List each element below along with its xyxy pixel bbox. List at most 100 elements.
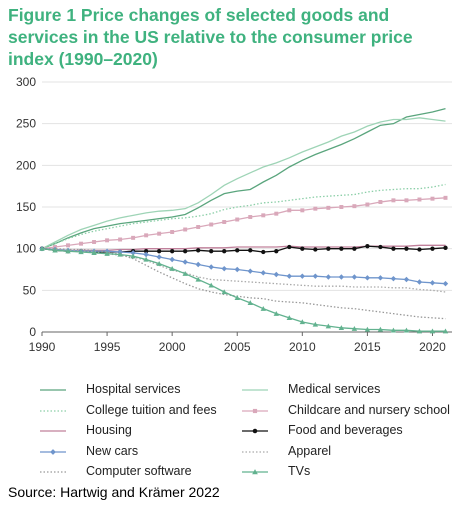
legend-item-computer-software: Computer software: [38, 464, 258, 480]
data-point: [351, 325, 358, 331]
data-point: [390, 275, 397, 282]
legend-label: Food and beverages: [288, 423, 403, 437]
data-point: [92, 240, 97, 244]
data-point: [416, 328, 423, 334]
y-tick-label: 300: [16, 75, 36, 89]
data-point: [183, 249, 188, 254]
data-point: [260, 270, 266, 276]
legend-item-college-tuition-and-fees: College tuition and fees: [38, 403, 258, 419]
legend-label: Computer software: [86, 464, 192, 478]
legend-item-food-and-beverages: Food and beverages: [240, 423, 460, 439]
data-point: [130, 253, 136, 259]
data-point: [221, 265, 227, 272]
data-point: [247, 300, 253, 305]
data-point: [326, 246, 331, 251]
series-medical-services: [41, 117, 446, 250]
data-point: [130, 250, 136, 256]
data-point: [208, 282, 214, 288]
data-point: [222, 249, 227, 254]
y-tick-label: 0: [29, 325, 36, 339]
data-point: [352, 246, 357, 251]
data-point: [247, 268, 253, 274]
data-point: [417, 197, 422, 202]
data-point: [131, 235, 136, 240]
data-point: [260, 305, 266, 311]
x-tick-labels: 1990 1995 2000 2005 2010 2015 2020: [29, 332, 446, 354]
series-hospital-services: [41, 108, 446, 250]
data-point: [377, 275, 384, 281]
data-point: [156, 260, 162, 266]
data-point: [404, 198, 409, 203]
data-point: [117, 251, 123, 257]
legend-item-hospital-services: Hospital services: [38, 382, 258, 398]
legend-marker: [252, 428, 258, 434]
series-line: [41, 108, 446, 250]
legend-marker: [252, 469, 258, 475]
legend-item-apparel: Apparel: [240, 444, 460, 460]
legend-marker: [50, 448, 56, 455]
data-point: [286, 315, 293, 320]
data-point: [52, 247, 58, 253]
data-point: [390, 327, 397, 333]
data-point: [91, 250, 97, 255]
data-point: [312, 321, 319, 327]
data-point: [208, 264, 214, 270]
legend-swatch: [242, 450, 268, 453]
legend-label: Hospital services: [86, 382, 181, 396]
data-point: [235, 248, 240, 253]
data-point: [325, 323, 332, 329]
data-point: [429, 280, 436, 286]
data-point: [273, 271, 279, 278]
data-point: [430, 196, 435, 201]
legend-swatch: [242, 389, 268, 391]
line-chart: 0 50 100 150 200 250 300 1990 1995 2000 2005 2010 2…: [16, 75, 452, 354]
legend-swatch: [40, 430, 66, 432]
data-point: [378, 200, 383, 204]
series-computer-software: [42, 248, 446, 320]
legend-item-housing: Housing: [38, 423, 258, 439]
source-note: Source: Hartwig and Krämer 2022: [8, 484, 220, 500]
y-tick-label: 250: [16, 117, 36, 131]
x-tick-label: 2015: [354, 340, 381, 354]
data-point: [312, 273, 319, 279]
data-point: [156, 249, 162, 254]
data-point: [326, 205, 331, 210]
legend-item-tvs: TVs: [240, 464, 460, 480]
data-point: [221, 289, 227, 295]
legend-swatch: [40, 471, 66, 473]
data-point: [78, 249, 84, 255]
data-point: [235, 217, 240, 222]
legend-item-new-cars: New cars: [38, 444, 258, 460]
x-tick-label: 2000: [159, 340, 186, 354]
data-point: [339, 246, 344, 251]
data-point: [157, 231, 162, 236]
series-line: [41, 117, 446, 250]
data-point: [339, 205, 344, 209]
legend-swatch: [40, 389, 66, 391]
data-point: [261, 249, 266, 255]
data-point: [352, 204, 357, 209]
data-point: [196, 225, 201, 229]
legend-label: New cars: [86, 443, 139, 458]
legend-marker: [252, 408, 258, 413]
data-point: [364, 326, 371, 332]
data-point: [417, 247, 422, 252]
data-point: [182, 270, 188, 276]
data-point: [183, 227, 188, 232]
data-point: [248, 215, 253, 219]
data-point: [169, 249, 175, 254]
legend-item-childcare-and-nursery-school: Childcare and nursery school: [240, 403, 460, 419]
data-point: [209, 222, 214, 227]
series-college-tuition-and-fees: [41, 183, 446, 250]
data-point: [325, 274, 332, 280]
data-point: [209, 249, 214, 254]
data-point: [195, 261, 201, 268]
data-point: [79, 241, 84, 246]
data-point: [403, 327, 410, 333]
data-point: [234, 295, 240, 300]
data-point: [248, 248, 253, 253]
data-point: [365, 244, 370, 249]
data-point: [118, 237, 123, 242]
data-point: [351, 274, 358, 280]
data-point: [300, 246, 305, 251]
